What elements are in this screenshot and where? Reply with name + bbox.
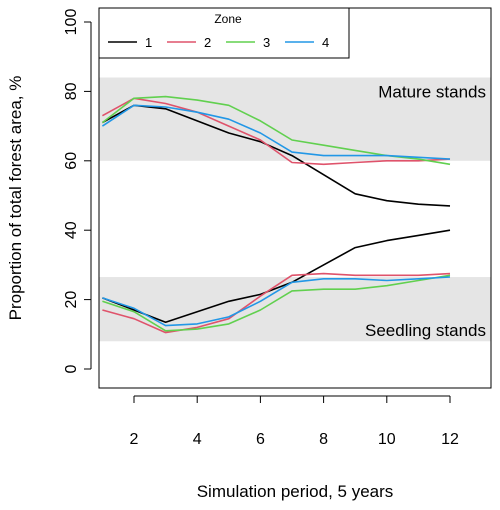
y-tick-label: 0: [63, 364, 80, 373]
series-line-zone-4-seedling: [102, 276, 451, 327]
y-tick-label: 80: [63, 82, 80, 100]
legend: Zone 1 2 3 4: [98, 7, 350, 59]
x-tick-label: 12: [441, 431, 459, 448]
series-line-zone-1-seedling: [102, 229, 451, 324]
legend-label-zone-3: 3: [263, 35, 270, 50]
y-axis: 0 20 40 60 80 100: [63, 9, 92, 373]
legend-label-zone-4: 4: [322, 35, 329, 50]
x-tick-label: 10: [378, 431, 396, 448]
y-tick-label: 100: [63, 9, 80, 36]
x-axis: 2 4 6 8 10 12: [130, 395, 459, 448]
x-tick-label: 2: [130, 431, 139, 448]
series-line-zone-2-seedling: [102, 272, 451, 334]
series-line-zone-4-mature: [101, 104, 451, 160]
legend-label-zone-1: 1: [145, 35, 152, 50]
legend-label-zone-2: 2: [204, 35, 211, 50]
series-line-zone-3-seedling: [102, 274, 451, 332]
y-tick-label: 40: [63, 221, 80, 239]
band-label-seedling: Seedling stands: [365, 321, 486, 340]
x-tick-label: 6: [256, 431, 265, 448]
band-label-mature: Mature stands: [378, 83, 486, 102]
series-layer: [101, 95, 451, 334]
y-axis-title: Proportion of total forest area, %: [6, 76, 25, 321]
legend-box: [98, 7, 350, 59]
y-tick-label: 20: [63, 291, 80, 309]
series-line-zone-2-mature: [102, 97, 451, 166]
x-tick-label: 8: [319, 431, 328, 448]
band-layer: Mature stands Seedling stands: [99, 77, 491, 342]
y-tick-label: 60: [63, 152, 80, 170]
x-axis-title: Simulation period, 5 years: [197, 482, 394, 501]
series-line-zone-1-mature: [102, 104, 451, 207]
band-mature: [99, 77, 491, 161]
legend-title: Zone: [214, 12, 242, 26]
x-tick-label: 4: [193, 431, 202, 448]
